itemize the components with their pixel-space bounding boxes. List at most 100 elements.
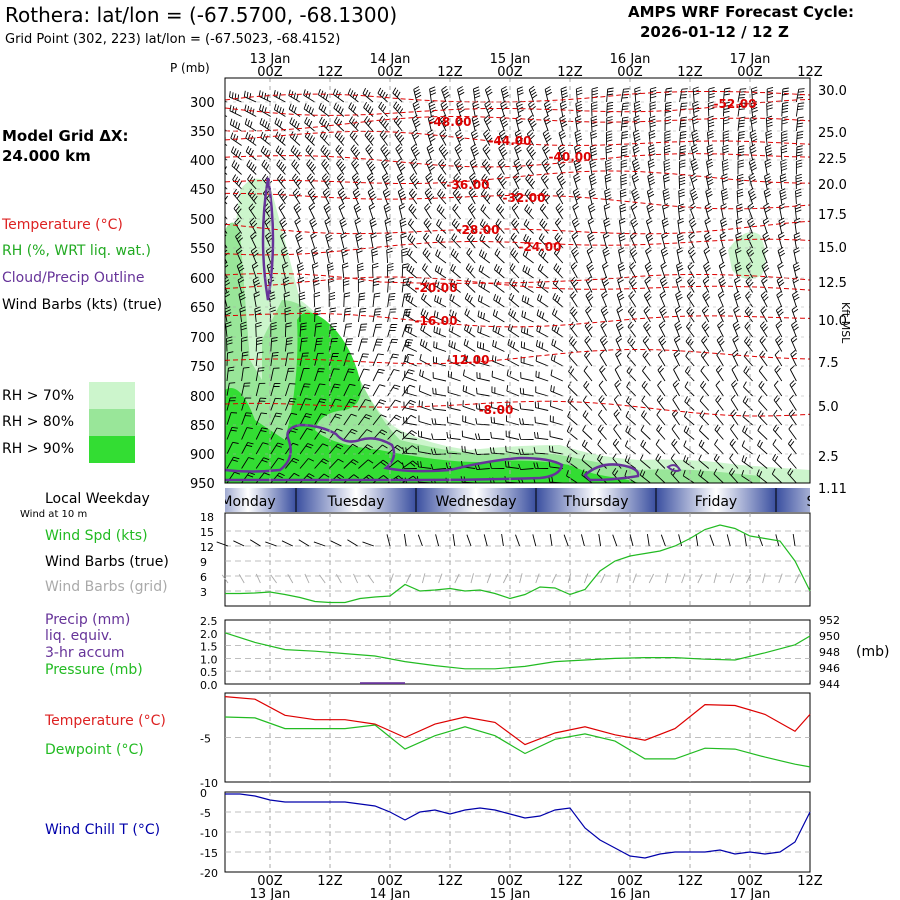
date-label-bottom: 15 Jan <box>490 887 531 900</box>
wind-barb <box>714 424 724 440</box>
wind-barb <box>370 232 377 249</box>
wind-barb <box>599 350 607 367</box>
height-tick-label: 5.0 <box>818 400 839 415</box>
temperature-contour-label: -32.00 <box>503 191 546 205</box>
wind-barb <box>255 442 269 455</box>
wind-barb <box>283 291 291 308</box>
wind-barb <box>570 276 579 293</box>
wind-barb <box>258 90 271 103</box>
wind-barb <box>571 232 579 249</box>
wind-barb <box>372 308 382 323</box>
wind-barb <box>686 306 695 323</box>
wind-barb <box>615 320 624 338</box>
wind-barb <box>707 101 715 117</box>
wind-barb <box>625 396 637 411</box>
chill-tick-label: -15 <box>200 847 218 860</box>
wind-barb <box>285 442 299 455</box>
wind-barb <box>481 173 491 190</box>
cloud-outline-small <box>583 463 640 482</box>
wind-barb <box>521 294 534 308</box>
wind-barb <box>605 144 613 161</box>
wind-barb <box>433 326 447 338</box>
wind-barb <box>618 217 626 234</box>
legend-cloud: Cloud/Precip Outline <box>2 270 145 286</box>
wind-barb <box>280 247 289 264</box>
wind-barb <box>491 355 505 367</box>
wind-barb <box>295 247 303 264</box>
wind-barb <box>464 293 476 308</box>
wind-barb <box>659 276 668 293</box>
wind-barb <box>730 394 739 411</box>
weekday-cell <box>225 488 296 512</box>
wind-barb <box>245 146 257 161</box>
wind-barb <box>757 410 768 426</box>
wind-barb <box>472 86 481 103</box>
surface-wind-barb <box>466 534 472 547</box>
wind-barb <box>795 116 804 132</box>
wind-barb <box>334 130 345 146</box>
wind-barb <box>350 144 361 161</box>
wind-barb <box>762 231 770 249</box>
legend-rh90: RH > 90% <box>2 441 75 457</box>
grid-wind-barb <box>304 573 310 584</box>
wind-barb <box>657 350 666 367</box>
wind-barb <box>284 322 292 338</box>
wind-barb <box>634 86 641 103</box>
wind-barb <box>352 187 361 205</box>
wind-barb <box>761 246 769 264</box>
wind-barb <box>514 129 524 146</box>
surface-wind-barb <box>660 534 666 547</box>
wind-barb <box>328 443 344 455</box>
dewpoint-label: Dewpoint (°C) <box>45 742 144 758</box>
wind-barb <box>748 173 756 190</box>
wind-barb <box>432 372 447 382</box>
precip-tick-label: 1.5 <box>200 641 218 654</box>
wind-barb <box>683 410 695 426</box>
pressure-unit-label: (mb) <box>856 644 890 660</box>
wind-barb <box>567 410 578 426</box>
wind-barb <box>493 264 505 279</box>
wind-barb <box>509 278 520 293</box>
wind-barb <box>435 234 447 249</box>
wind-barb <box>490 416 505 426</box>
wind-barb <box>241 457 255 469</box>
wind-barb <box>463 353 476 367</box>
wind-barb <box>700 380 710 397</box>
wind-barb <box>573 173 581 190</box>
weekday-band: Monday Tuesday Wednesday Thursday Friday Satu… <box>225 488 810 512</box>
wind-barb <box>366 158 376 175</box>
wind-barb <box>244 104 257 117</box>
wind-barb <box>372 277 380 293</box>
wind-barb <box>461 445 476 455</box>
wind-barb <box>692 100 700 117</box>
wind-barb <box>402 431 417 440</box>
wind-barb <box>614 380 622 397</box>
wind-barb <box>423 232 432 249</box>
wind-barb <box>543 100 553 117</box>
weekday-cell <box>776 488 810 512</box>
wind-barb <box>687 247 696 264</box>
wind-barb <box>449 278 461 293</box>
wind-barb <box>699 410 710 426</box>
wind-barb <box>603 217 611 234</box>
wind-barb <box>773 409 783 426</box>
grid-wind-barb <box>336 574 342 584</box>
wind-barb <box>620 173 627 190</box>
temperature-contour <box>225 312 810 328</box>
wind-barb <box>644 276 651 293</box>
wind-barb <box>626 381 637 397</box>
wind-barb <box>730 424 739 440</box>
wind-barb <box>566 455 578 469</box>
wind-barb <box>679 159 686 175</box>
temperature-label: Temperature (°C) <box>45 713 166 729</box>
grid-wind-barb <box>486 573 492 584</box>
wind-barb <box>792 262 801 279</box>
wind-barb <box>237 276 245 293</box>
wind-barb <box>401 399 416 411</box>
wind-barb <box>471 115 480 132</box>
wind-barb <box>618 232 626 249</box>
wind-barb <box>612 438 622 455</box>
wind-barb <box>645 246 652 264</box>
weekday-label: Wednesday <box>435 494 516 510</box>
wind-barb <box>757 439 768 455</box>
